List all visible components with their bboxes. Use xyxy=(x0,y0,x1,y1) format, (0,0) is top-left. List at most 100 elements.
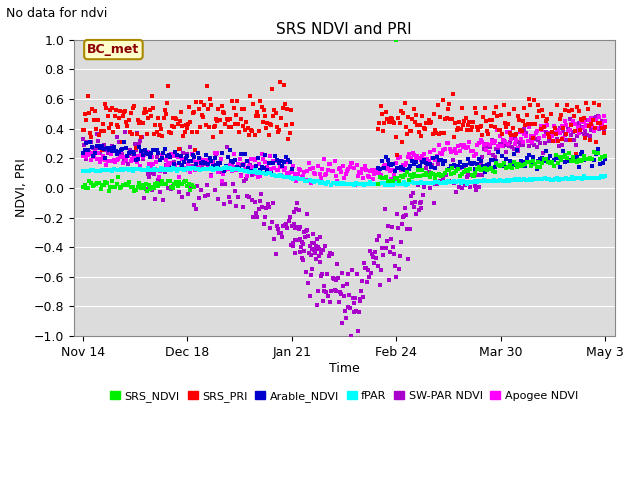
Point xyxy=(522,112,532,120)
Point xyxy=(142,130,152,138)
Point xyxy=(443,177,453,185)
Point xyxy=(92,130,102,137)
Point xyxy=(545,133,555,141)
Point xyxy=(593,145,603,153)
Point xyxy=(342,280,352,288)
Point xyxy=(99,142,109,149)
Point xyxy=(139,184,149,192)
Point xyxy=(409,151,419,158)
Point xyxy=(118,159,128,167)
Point xyxy=(207,158,218,166)
Point xyxy=(163,184,173,192)
Point xyxy=(186,157,196,165)
Point xyxy=(240,126,250,134)
Point xyxy=(109,156,119,164)
Point xyxy=(90,149,100,157)
Point xyxy=(406,127,416,135)
Point xyxy=(285,158,295,166)
Point xyxy=(100,154,110,162)
Point xyxy=(553,126,563,134)
Point xyxy=(509,105,519,113)
Point xyxy=(381,108,391,115)
Point xyxy=(426,149,436,156)
Point xyxy=(200,159,210,167)
Point xyxy=(379,165,389,172)
Point xyxy=(596,153,607,161)
Point xyxy=(254,168,264,176)
Point xyxy=(211,150,221,157)
Point xyxy=(518,158,528,166)
Point xyxy=(597,120,607,128)
Point xyxy=(303,232,314,240)
Point xyxy=(276,229,286,237)
Point xyxy=(448,147,458,155)
Point xyxy=(420,155,431,163)
Point xyxy=(83,148,93,156)
Point xyxy=(181,156,191,163)
Point xyxy=(139,109,149,117)
Point xyxy=(541,155,551,162)
Point xyxy=(428,170,438,178)
Point xyxy=(114,148,124,156)
Point xyxy=(259,220,269,228)
Point xyxy=(163,82,173,90)
Point xyxy=(515,160,525,168)
Point xyxy=(545,159,555,167)
Point xyxy=(396,107,406,115)
Point xyxy=(554,176,564,183)
Point xyxy=(78,183,88,191)
Point xyxy=(410,199,420,206)
Point xyxy=(440,157,450,165)
Point xyxy=(553,137,563,144)
Point xyxy=(519,104,529,112)
Point xyxy=(251,112,261,120)
Point xyxy=(247,168,257,175)
Point xyxy=(506,135,516,143)
Point xyxy=(172,120,182,128)
Point xyxy=(151,158,161,166)
Point xyxy=(244,92,255,99)
Point xyxy=(234,161,244,168)
Point xyxy=(444,166,454,174)
Point xyxy=(484,160,494,168)
Point xyxy=(533,175,543,183)
Point xyxy=(90,107,100,115)
Point xyxy=(405,163,415,170)
Point xyxy=(163,178,173,185)
Point xyxy=(534,108,545,115)
Point xyxy=(568,112,579,120)
Point xyxy=(414,206,424,214)
Point xyxy=(392,151,402,159)
Point xyxy=(466,147,476,155)
Point xyxy=(579,114,589,122)
Point xyxy=(140,146,150,154)
Point xyxy=(252,170,262,178)
Point xyxy=(161,161,172,168)
Point xyxy=(189,108,199,115)
Point xyxy=(510,131,520,139)
Point xyxy=(111,133,122,141)
Point xyxy=(403,225,413,233)
Point xyxy=(154,132,164,139)
Point xyxy=(214,166,225,174)
Point xyxy=(156,177,166,185)
Point xyxy=(568,155,578,163)
Point xyxy=(446,148,456,156)
Point xyxy=(587,162,597,170)
Point xyxy=(105,183,115,191)
Point xyxy=(555,130,565,137)
Point xyxy=(394,153,404,160)
Point xyxy=(116,138,127,145)
Point xyxy=(424,157,434,165)
Point xyxy=(355,297,365,304)
Point xyxy=(83,184,93,192)
Point xyxy=(277,172,287,180)
Point xyxy=(447,164,458,172)
Point xyxy=(183,165,193,172)
Point xyxy=(233,193,243,201)
Point xyxy=(403,113,413,121)
Point xyxy=(487,137,497,145)
Point xyxy=(310,170,321,178)
Point xyxy=(376,179,386,186)
Point xyxy=(93,116,103,124)
